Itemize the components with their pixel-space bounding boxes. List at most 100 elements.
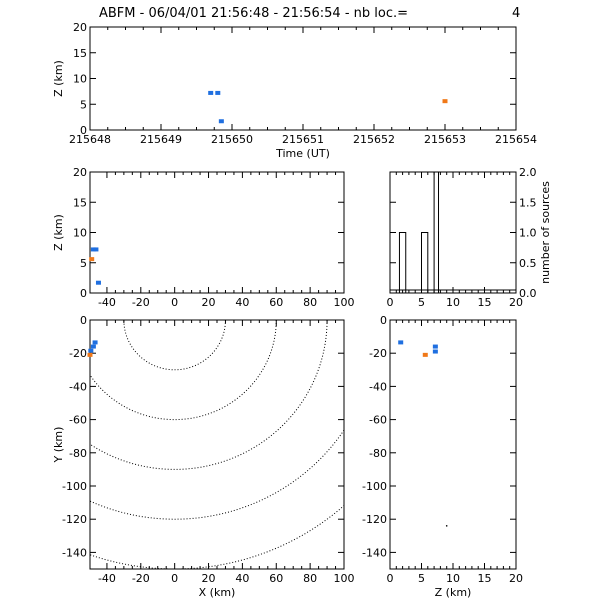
histogram-bar (433, 171, 440, 294)
y-tick-label: -100 (362, 480, 387, 493)
x-tick-label: 10 (446, 296, 460, 309)
y-tick-label: -40 (369, 380, 387, 393)
y-axis-label: Z (km) (52, 60, 65, 97)
panel-z_y: 0 5 10 15 20 0 -20 -40 -60 -80 -100 -120 -140 Z (km) (362, 314, 523, 599)
y-axis-label: Y (km) (52, 427, 65, 464)
x-axis-label: X (km) (199, 586, 236, 599)
y-tick-label: 10 (73, 73, 87, 86)
data-point (445, 525, 448, 527)
y-tick-label: 1.0 (519, 227, 537, 240)
y-tick-label: 20 (73, 166, 87, 179)
data-point (208, 90, 214, 95)
y-tick-label: 1.5 (519, 196, 537, 209)
y-tick-label: 5 (80, 257, 87, 270)
data-point (87, 352, 93, 357)
x-tick-label: 215651 (282, 133, 324, 146)
x-tick-label: 20 (509, 296, 523, 309)
y-tick-label: 10 (73, 227, 87, 240)
histogram-bar (398, 232, 407, 294)
panel-time_z: 215648 215649 215650 215651 215652 215653 2156… (52, 21, 537, 160)
data-point (442, 99, 448, 104)
panel-x_z: -40 -20 0 20 40 60 80 100 0 5 10 15 20 Z (km) (52, 166, 355, 309)
y-tick-label: -60 (69, 414, 87, 427)
x-tick-label: 5 (418, 572, 425, 585)
x-tick-label: 100 (334, 572, 355, 585)
x-tick-label: -40 (98, 572, 116, 585)
x-tick-label: 0 (171, 296, 178, 309)
data-point (432, 344, 438, 349)
plot-frame (389, 171, 517, 294)
plot-frame (389, 319, 517, 570)
data-point (93, 247, 99, 252)
x-tick-label: 15 (478, 572, 492, 585)
data-point (90, 247, 96, 252)
data-point (398, 340, 404, 345)
x-axis-label: Z (km) (435, 586, 472, 599)
y-tick-label: 0 (80, 314, 87, 327)
y-tick-label: 0.0 (519, 287, 537, 300)
y-tick-label: -120 (62, 513, 87, 526)
x-tick-label: 215649 (140, 133, 182, 146)
y-tick-label: -120 (362, 513, 387, 526)
y-tick-label: 0 (380, 314, 387, 327)
y-tick-label: 20 (73, 21, 87, 34)
data-point (432, 349, 438, 354)
y-tick-label: -140 (62, 546, 87, 559)
x-tick-label: 60 (269, 296, 283, 309)
y-tick-label: 0 (80, 287, 87, 300)
data-point (218, 119, 224, 124)
x-tick-label: -20 (132, 296, 150, 309)
x-tick-label: 40 (235, 572, 249, 585)
y-tick-label: -40 (69, 380, 87, 393)
x-tick-label: 0 (171, 572, 178, 585)
y-tick-label: -80 (69, 447, 87, 460)
figure-title: ABFM - 06/04/01 21:56:48 - 21:56:54 - nb… (99, 6, 408, 21)
x-tick-label: 20 (202, 296, 216, 309)
data-point (89, 257, 95, 262)
x-tick-label: -20 (132, 572, 150, 585)
y-tick-label: 0.5 (519, 257, 537, 270)
plot-frame (89, 319, 345, 570)
x-tick-label: 15 (478, 296, 492, 309)
y-tick-label: 5 (80, 98, 87, 111)
x-tick-label: 0 (387, 296, 394, 309)
x-tick-label: 10 (446, 572, 460, 585)
y-axis-label: number of sources (539, 181, 552, 284)
x-tick-label: 215650 (211, 133, 253, 146)
x-tick-label: 20 (509, 572, 523, 585)
data-point (90, 344, 96, 349)
x-tick-label: 215653 (424, 133, 466, 146)
y-axis-label: Z (km) (52, 214, 65, 251)
x-tick-label: 60 (269, 572, 283, 585)
source-count: 4 (512, 6, 520, 21)
x-tick-label: -40 (98, 296, 116, 309)
x-tick-label: 20 (202, 572, 216, 585)
panel-x_y: -40 -20 0 20 40 60 80 100 0 -20 -40 -60 -80 -100 -120 -… (52, 314, 355, 599)
x-tick-label: 40 (235, 296, 249, 309)
x-tick-label: 215654 (495, 133, 537, 146)
x-tick-label: 80 (303, 296, 317, 309)
y-tick-label: 15 (73, 47, 87, 60)
x-tick-label: 215648 (69, 133, 111, 146)
data-point (215, 90, 221, 95)
data-point (88, 348, 94, 353)
y-tick-label: -60 (369, 414, 387, 427)
y-tick-label: -80 (369, 447, 387, 460)
x-axis-label: Time (UT) (275, 147, 330, 160)
y-tick-label: -140 (362, 546, 387, 559)
data-point (92, 340, 98, 345)
y-tick-label: 0 (80, 124, 87, 137)
x-tick-label: 5 (418, 296, 425, 309)
x-tick-label: 80 (303, 572, 317, 585)
y-tick-label: -20 (369, 347, 387, 360)
y-tick-label: -20 (69, 347, 87, 360)
x-tick-label: 100 (334, 296, 355, 309)
data-point (95, 280, 101, 285)
plot-frame (89, 171, 345, 294)
x-tick-label: 215652 (353, 133, 395, 146)
y-tick-label: 2.0 (519, 166, 537, 179)
x-tick-label: 0 (387, 572, 394, 585)
plot-frame (89, 26, 517, 131)
